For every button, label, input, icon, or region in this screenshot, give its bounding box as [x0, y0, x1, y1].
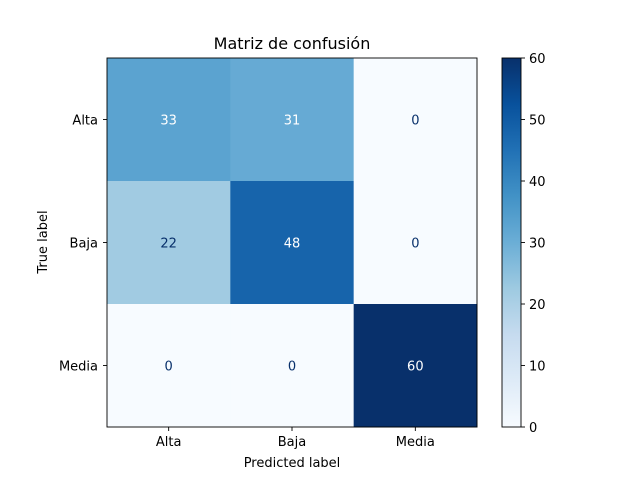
heatmap-cell — [353, 304, 478, 428]
colorbar-tick-label: 60 — [529, 52, 546, 67]
heatmap-cell — [107, 181, 231, 305]
heatmap-cell — [353, 181, 478, 305]
heatmap-cells — [107, 58, 478, 428]
cell-value-label: 60 — [407, 360, 424, 375]
colorbar-tick-label: 50 — [529, 114, 546, 129]
y-tick-label: Baja — [70, 237, 98, 252]
x-tick-label: Alta — [156, 435, 182, 450]
heatmap-cell — [230, 181, 355, 305]
cell-value-label: 0 — [165, 360, 173, 375]
y-tick-label: Media — [59, 360, 98, 375]
heatmap-cell — [353, 58, 478, 182]
x-axis-label: Predicted label — [244, 456, 341, 471]
colorbar-tick-label: 10 — [529, 360, 546, 375]
heatmap-cell-labels: 33 31 0 22 48 0 0 0 60 — [160, 114, 423, 375]
y-axis-ticks: Alta Baja Media — [59, 114, 107, 375]
chart-title: Matriz de confusión — [214, 34, 371, 53]
x-axis-ticks: Alta Baja Media — [156, 427, 435, 450]
cell-value-label: 0 — [411, 237, 419, 252]
y-axis-label: True label — [36, 210, 51, 274]
cell-value-label: 22 — [160, 237, 177, 252]
heatmap-cell — [107, 304, 231, 428]
cell-value-label: 31 — [284, 114, 301, 129]
heatmap-cell — [107, 58, 231, 182]
heatmap-cell — [230, 58, 355, 182]
colorbar-tick-label: 20 — [529, 298, 546, 313]
x-tick-label: Media — [396, 435, 435, 450]
colorbar-tick-label: 30 — [529, 237, 546, 252]
x-tick-label: Baja — [278, 435, 306, 450]
cell-value-label: 0 — [411, 114, 419, 129]
colorbar-tick-label: 40 — [529, 175, 546, 190]
y-tick-label: Alta — [72, 114, 98, 129]
heatmap-cell — [230, 304, 355, 428]
colorbar — [501, 57, 522, 428]
colorbar-tick-label: 0 — [529, 421, 537, 436]
colorbar-ticks: 0 10 20 30 40 50 60 — [521, 52, 546, 436]
cell-value-label: 33 — [160, 114, 177, 129]
cell-value-label: 0 — [288, 360, 296, 375]
cell-value-label: 48 — [284, 237, 301, 252]
